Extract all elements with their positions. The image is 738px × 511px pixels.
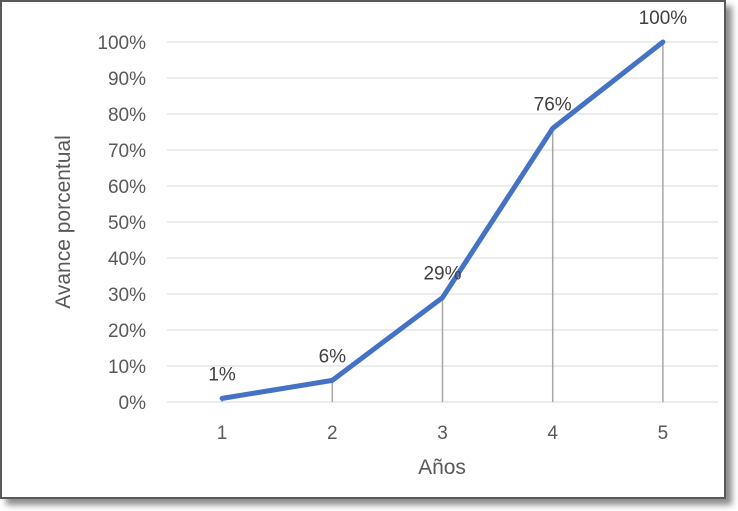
y-tick-label: 80% (108, 105, 146, 126)
series-line (219, 39, 666, 401)
data-label: 29% (423, 264, 461, 285)
drop-lines (221, 42, 664, 402)
y-axis-title: Avance porcentual (52, 135, 75, 309)
y-axis-ticks: 0% 10% 20% 30% 40% 50% 60% 70% 80% 90% 100% (97, 33, 146, 414)
x-axis-ticks: 1 2 3 4 5 (217, 423, 668, 444)
data-label: 6% (319, 346, 347, 367)
x-tick-label: 1 (217, 423, 228, 444)
y-tick-label: 70% (108, 141, 146, 162)
chart-frame (0, 0, 726, 499)
y-tick-label: 100% (97, 33, 146, 54)
y-tick-label: 0% (119, 393, 147, 414)
y-tick-label: 10% (108, 357, 146, 378)
x-tick-label: 2 (327, 423, 338, 444)
data-label: 100% (639, 8, 688, 29)
gridlines (167, 41, 718, 403)
y-tick-label: 30% (108, 285, 146, 306)
y-tick-label: 60% (108, 177, 146, 198)
y-tick-label: 40% (108, 249, 146, 270)
x-axis-title: Años (418, 456, 466, 479)
y-tick-label: 50% (108, 213, 146, 234)
y-tick-label: 90% (108, 69, 146, 90)
y-tick-label: 20% (108, 321, 146, 342)
data-labels: 1% 6% 29% 76% 100% (208, 8, 687, 385)
data-label: 76% (534, 94, 572, 115)
x-tick-label: 5 (658, 423, 669, 444)
data-label: 1% (208, 364, 236, 385)
x-tick-label: 4 (547, 423, 558, 444)
x-tick-label: 3 (437, 423, 448, 444)
